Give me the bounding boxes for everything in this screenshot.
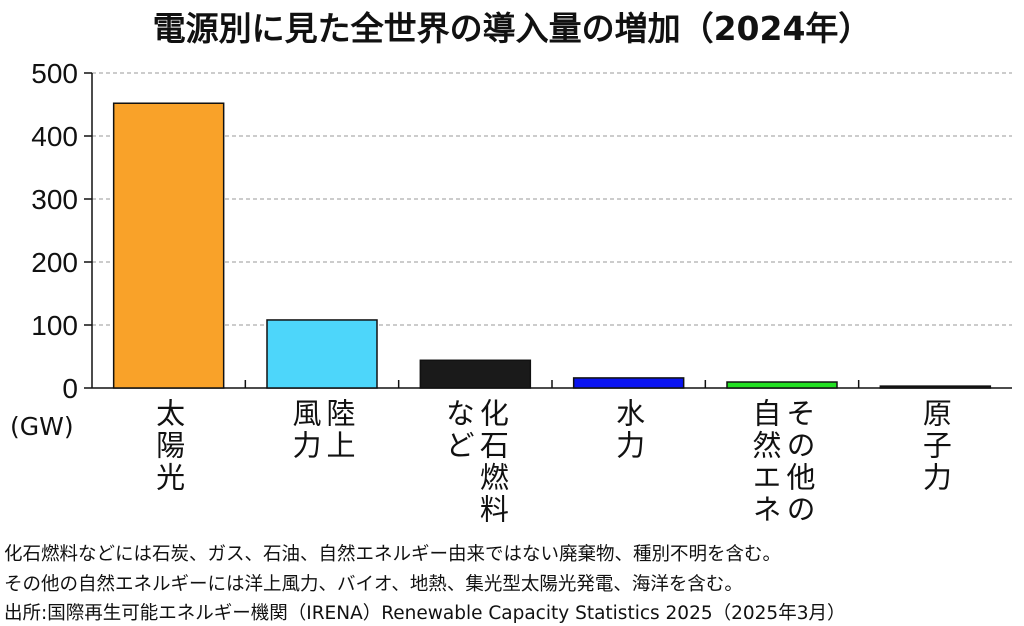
y-axis-unit: (GW) bbox=[10, 412, 74, 441]
category-label: 原子力 bbox=[918, 398, 953, 494]
y-tick-label: 0 bbox=[62, 373, 78, 404]
y-tick-label: 300 bbox=[31, 184, 78, 215]
y-tick-label: 400 bbox=[31, 121, 78, 152]
chart-title: 電源別に見た全世界の導入量の増加（2024年） bbox=[152, 9, 872, 48]
category-label: 太陽光 bbox=[151, 398, 186, 494]
bar-2 bbox=[419, 359, 532, 389]
bar-3 bbox=[572, 377, 685, 389]
bar-5 bbox=[879, 385, 992, 389]
y-tick-label: 200 bbox=[31, 247, 78, 278]
category-label: 化石燃料 など bbox=[441, 398, 510, 526]
footnote-fossil: 化石燃料などには石炭、ガス、石油、自然エネルギー由来ではない廃棄物、種別不明を含… bbox=[4, 544, 782, 565]
bar-1 bbox=[266, 319, 378, 389]
bar-0 bbox=[112, 102, 225, 389]
category-label: 水力 bbox=[611, 398, 646, 462]
category-label: その他の 自然エネ bbox=[748, 398, 816, 526]
footnote-other: その他の自然エネルギーには洋上風力、バイオ、地熱、集光型太陽光発電、海洋を含む。 bbox=[4, 574, 743, 595]
category-label: 陸上 風力 bbox=[288, 398, 356, 462]
y-tick-label: 500 bbox=[31, 58, 78, 89]
bar-4 bbox=[726, 381, 838, 389]
source-note: 出所:国際再生可能エネルギー機関（IRENA）Renewable Capacit… bbox=[4, 603, 846, 624]
y-tick-label: 100 bbox=[31, 310, 78, 341]
